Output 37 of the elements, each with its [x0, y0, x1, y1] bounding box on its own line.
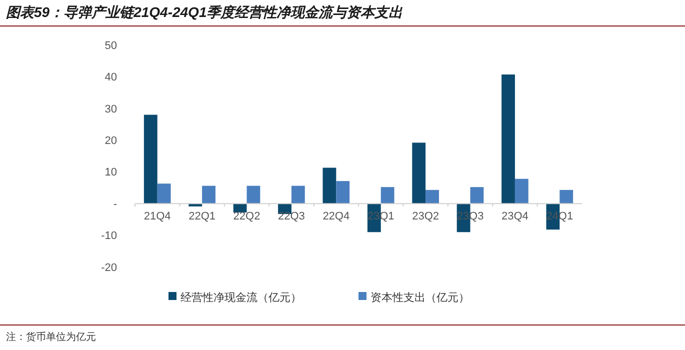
- legend-label: 资本性支出（亿元）: [370, 290, 470, 304]
- x-tick-label: 23Q2: [412, 210, 440, 223]
- x-tick-label: 22Q4: [322, 210, 350, 223]
- y-tick-label: -10: [101, 230, 117, 242]
- bar: [233, 204, 247, 212]
- legend-label: 经营性净现金流（亿元）: [180, 290, 302, 304]
- bar: [322, 168, 336, 204]
- bar: [246, 186, 260, 204]
- x-tick-label: 23Q4: [501, 210, 528, 223]
- x-tick-label: 22Q2: [233, 210, 260, 223]
- chart-title: 图表59：导弹产业链21Q4-24Q1季度经营性净现金流与资本支出: [6, 4, 404, 20]
- bar: [560, 190, 574, 204]
- bar: [202, 186, 216, 204]
- y-tick-label: 50: [104, 40, 117, 52]
- bar: [470, 187, 484, 204]
- x-tick-label: 23Q3: [456, 210, 484, 223]
- y-tick-label: 10: [104, 166, 117, 179]
- x-tick-label: 24Q1: [546, 210, 574, 223]
- bar: [157, 184, 171, 204]
- bar: [144, 114, 158, 204]
- x-tick-label: 22Q3: [278, 210, 305, 223]
- y-tick-label: -: [113, 198, 118, 210]
- bar: [514, 178, 528, 204]
- bar: [380, 187, 394, 204]
- bar: [502, 74, 515, 204]
- x-tick-label: 23Q1: [367, 210, 394, 223]
- y-tick-label: 30: [104, 103, 117, 116]
- bar: [336, 181, 350, 204]
- x-tick-label: 21Q4: [144, 210, 171, 223]
- y-tick-label: -20: [101, 262, 117, 274]
- bar: [426, 190, 439, 204]
- text: 注：货币单位为亿元: [6, 331, 96, 343]
- y-tick-label: 20: [104, 134, 117, 147]
- y-tick-label: 40: [104, 72, 117, 84]
- bar: [412, 142, 426, 204]
- bar: [291, 186, 305, 204]
- x-tick-label: 22Q1: [188, 210, 216, 223]
